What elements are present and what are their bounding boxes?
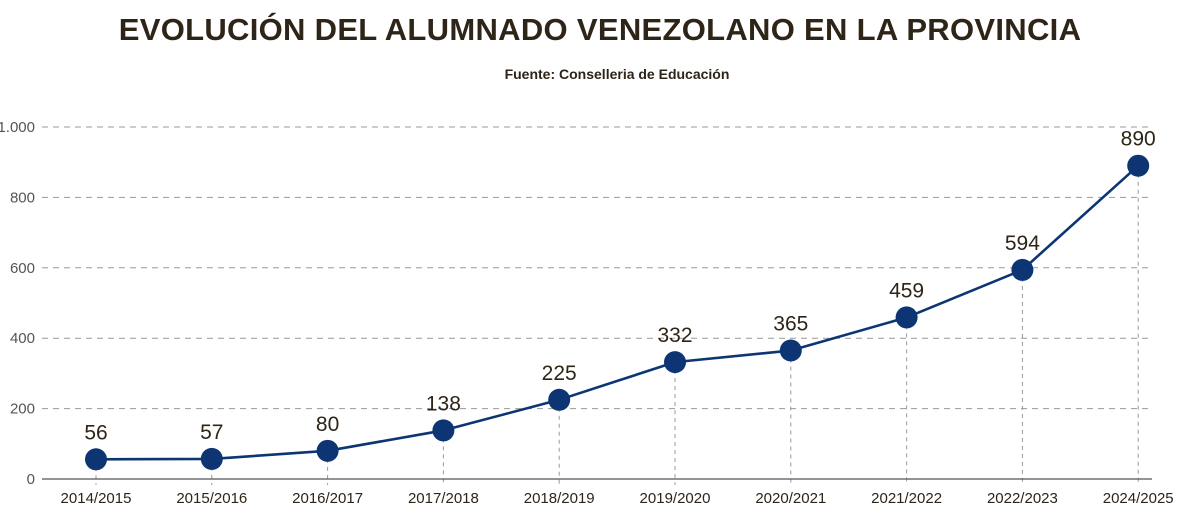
chart-subtitle: Fuente: Conselleria de Educación <box>504 66 730 82</box>
data-point <box>664 351 686 374</box>
x-tick-label: 2014/2015 <box>61 490 132 507</box>
x-tick-label: 2020/2021 <box>755 490 826 507</box>
data-label: 57 <box>200 421 223 444</box>
x-tick-label: 2021/2022 <box>871 490 942 507</box>
y-tick-label: 200 <box>10 401 35 418</box>
x-tick-label: 2017/2018 <box>408 490 479 507</box>
series-line <box>95 164 1140 461</box>
data-label: 890 <box>1121 128 1156 151</box>
data-label: 225 <box>542 362 577 385</box>
chart-title: EVOLUCIÓN DEL ALUMNADO VENEZOLANO EN LA … <box>118 12 1082 47</box>
x-tick-label: 2024/2025 <box>1103 490 1174 507</box>
data-label: 459 <box>889 279 924 302</box>
x-tick-label: 2018/2019 <box>524 490 595 507</box>
data-label: 332 <box>657 324 692 347</box>
data-points <box>85 154 1150 471</box>
data-point <box>316 439 339 462</box>
x-tick-label: 2019/2020 <box>640 490 711 507</box>
data-point <box>1127 154 1150 177</box>
data-point <box>1011 258 1034 281</box>
data-labels: 56 57 80 138 225 332 365 459 594 890 <box>84 128 1155 445</box>
data-label: 138 <box>426 392 461 415</box>
data-point <box>895 306 918 329</box>
data-point <box>432 419 455 442</box>
x-tick-label: 2022/2023 <box>987 490 1058 507</box>
data-label: 56 <box>84 421 107 444</box>
y-tick-label: 600 <box>10 260 35 277</box>
series-line-group <box>95 164 1140 461</box>
y-tick-label: 0 <box>27 471 35 488</box>
data-label: 365 <box>773 313 808 336</box>
gridlines <box>42 126 1152 485</box>
axes: 0 200 400 600 800 1.000 2014/2015 2015/2016 2016… <box>0 119 1174 507</box>
data-point <box>85 448 107 471</box>
data-label: 80 <box>316 413 339 436</box>
data-point <box>779 339 802 362</box>
data-label: 594 <box>1005 232 1040 255</box>
x-tick-label: 2016/2017 <box>292 490 363 507</box>
data-point <box>548 388 571 411</box>
y-tick-label: 400 <box>10 330 35 347</box>
x-tick-label: 2015/2016 <box>176 490 247 507</box>
y-tick-label: 1.000 <box>0 119 35 136</box>
y-tick-label: 800 <box>10 189 35 206</box>
data-point <box>200 447 223 470</box>
